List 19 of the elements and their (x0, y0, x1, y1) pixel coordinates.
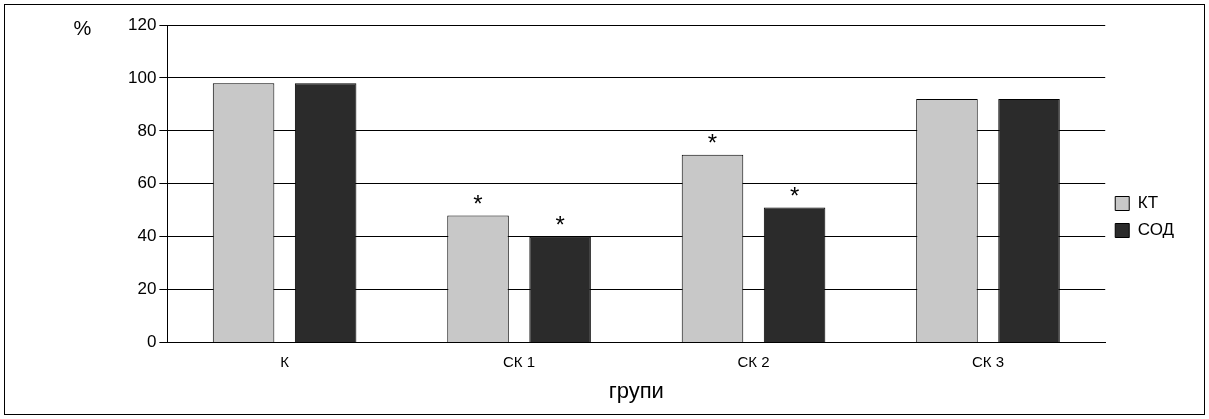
y-axis-title: % (73, 16, 92, 39)
y-tick-label: 120 (127, 14, 157, 34)
legend-label: СОД (1137, 220, 1175, 240)
x-tick-label: К (280, 352, 290, 370)
x-tick-label: СК 3 (971, 352, 1005, 370)
y-tick-label: 40 (137, 226, 157, 246)
legend-label: КТ (1137, 193, 1159, 213)
annotation: * (473, 190, 483, 218)
x-tick-label: СК 2 (737, 352, 770, 370)
x-tick-label: СК 1 (503, 352, 536, 370)
y-tick-label: 60 (137, 173, 157, 193)
annotation: * (789, 182, 800, 210)
annotation: * (555, 211, 565, 239)
y-tick-label: 80 (137, 120, 157, 140)
y-tick-label: 100 (127, 67, 157, 87)
y-tick-label: 20 (137, 279, 157, 299)
y-tick-label: 0 (146, 332, 157, 352)
x-axis-title: групи (608, 377, 664, 403)
annotation: * (707, 129, 718, 157)
